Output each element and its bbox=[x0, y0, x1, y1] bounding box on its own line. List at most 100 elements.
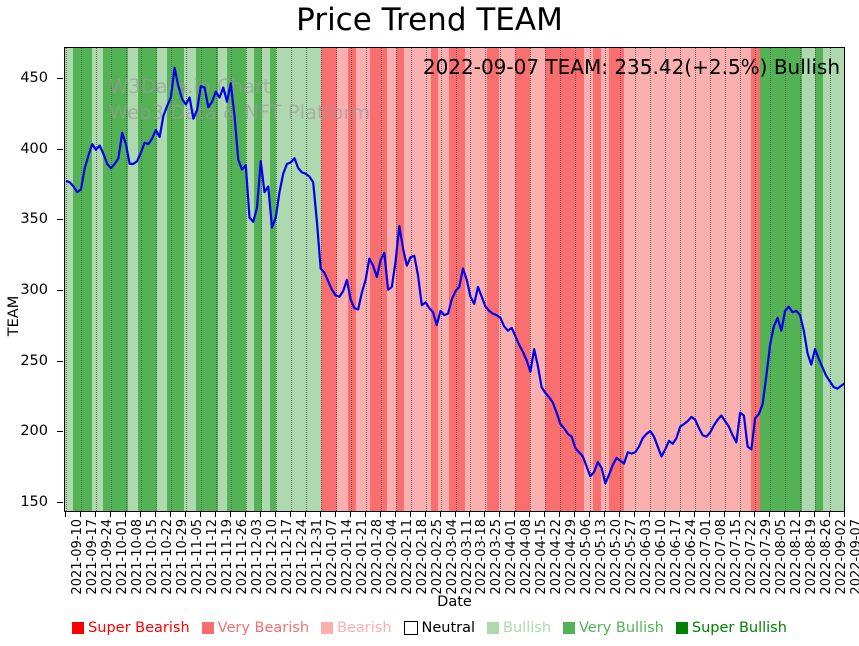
x-axis-tick-mark bbox=[589, 512, 591, 517]
sentiment-band bbox=[814, 48, 823, 511]
x-axis-tick-label: 2022-03-25 bbox=[489, 519, 505, 595]
x-axis-tick-mark bbox=[169, 512, 171, 517]
sentiment-band bbox=[760, 48, 803, 511]
grid-line bbox=[215, 48, 217, 511]
sentiment-band bbox=[464, 48, 487, 511]
x-axis-tick-label: 2022-01-28 bbox=[369, 519, 385, 595]
legend-item[interactable]: Bullish bbox=[487, 620, 551, 636]
sentiment-band bbox=[157, 48, 168, 511]
grid-line bbox=[320, 48, 322, 511]
x-axis-tick-label: 2022-03-18 bbox=[474, 519, 490, 595]
sentiment-band bbox=[499, 48, 515, 511]
x-axis-tick-label: 2021-11-26 bbox=[234, 519, 250, 595]
x-axis-tick-mark bbox=[319, 512, 321, 517]
x-axis-tick-mark bbox=[634, 512, 636, 517]
x-axis-tick-label: 2022-02-11 bbox=[399, 519, 415, 595]
sentiment-band bbox=[802, 48, 815, 511]
grid-line bbox=[695, 48, 697, 511]
x-axis-tick-label: 2022-07-08 bbox=[714, 519, 730, 595]
grid-line bbox=[515, 48, 517, 511]
grid-line bbox=[395, 48, 397, 511]
x-axis-tick-label: 2021-09-17 bbox=[84, 519, 100, 595]
x-axis-tick-label: 2022-01-21 bbox=[354, 519, 370, 595]
x-axis-tick-label: 2022-08-26 bbox=[819, 519, 835, 595]
legend-item[interactable]: Very Bullish bbox=[563, 620, 664, 636]
legend-item[interactable]: Neutral bbox=[403, 620, 475, 636]
x-axis-tick-label: 2021-11-05 bbox=[189, 519, 205, 595]
x-axis-tick-label: 2021-10-01 bbox=[114, 519, 130, 595]
x-axis-tick-mark bbox=[529, 512, 531, 517]
x-axis-tick-mark bbox=[784, 512, 786, 517]
grid-line bbox=[680, 48, 682, 511]
grid-line bbox=[110, 48, 112, 511]
grid-line bbox=[260, 48, 262, 511]
legend-item[interactable]: Bearish bbox=[321, 620, 392, 636]
legend-item[interactable]: Very Bearish bbox=[201, 620, 310, 636]
y-axis-tick-label: 150 bbox=[20, 494, 48, 511]
x-axis-tick-mark bbox=[289, 512, 291, 517]
grid-line bbox=[800, 48, 802, 511]
x-axis-tick-mark bbox=[754, 512, 756, 517]
x-axis-tick-label: 2021-10-15 bbox=[144, 519, 160, 595]
y-axis-tick-mark bbox=[57, 360, 63, 362]
x-axis-tick-label: 2022-06-10 bbox=[654, 519, 670, 595]
grid-line bbox=[350, 48, 352, 511]
legend-label: Super Bearish bbox=[88, 620, 190, 636]
sentiment-band bbox=[91, 48, 104, 511]
x-axis: 2021-09-10 2021-09-17 2021-09-24 2021-10-01… bbox=[64, 512, 859, 612]
x-axis-tick-mark bbox=[769, 512, 771, 517]
grid-line bbox=[830, 48, 832, 511]
sentiment-band bbox=[103, 48, 129, 511]
x-axis-tick-mark bbox=[664, 512, 666, 517]
x-axis-tick-mark bbox=[394, 512, 396, 517]
grid-line bbox=[755, 48, 757, 511]
y-axis-tick-mark bbox=[57, 148, 63, 150]
sentiment-band bbox=[514, 48, 531, 511]
legend-label: Very Bearish bbox=[217, 620, 310, 636]
grid-line bbox=[230, 48, 232, 511]
y-axis-tick-label: 400 bbox=[20, 140, 48, 157]
last-value-annotation: 2022-09-07 TEAM: 235.42(+2.5%) Bullish bbox=[422, 55, 840, 79]
y-axis-tick-label: 300 bbox=[20, 282, 48, 299]
x-axis-tick-mark bbox=[844, 512, 845, 517]
grid-line bbox=[785, 48, 787, 511]
x-axis-tick-mark bbox=[439, 512, 441, 517]
x-axis-tick-label: 2022-08-05 bbox=[774, 519, 790, 595]
x-axis-tick-mark bbox=[499, 512, 501, 517]
x-axis-tick-label: 2022-02-25 bbox=[429, 519, 445, 595]
x-axis-tick-mark bbox=[334, 512, 336, 517]
x-axis-tick-label: 2022-07-22 bbox=[744, 519, 760, 595]
grid-line bbox=[66, 48, 67, 511]
y-axis-tick-label: 450 bbox=[20, 70, 48, 87]
sentiment-band bbox=[218, 48, 228, 511]
x-axis-tick-mark bbox=[829, 512, 831, 517]
x-axis-tick-mark bbox=[514, 512, 516, 517]
sentiment-band bbox=[396, 48, 404, 511]
x-axis-tick-label: 2021-12-10 bbox=[264, 519, 280, 595]
x-axis-tick-mark bbox=[244, 512, 246, 517]
x-axis-tick-label: 2021-12-03 bbox=[249, 519, 265, 595]
legend-item[interactable]: Super Bullish bbox=[675, 620, 787, 636]
x-axis-tick-mark bbox=[139, 512, 141, 517]
grid-line bbox=[710, 48, 712, 511]
sentiment-band bbox=[246, 48, 254, 511]
x-axis-tick-mark bbox=[379, 512, 381, 517]
x-axis-tick-label: 2022-03-04 bbox=[444, 519, 460, 595]
y-axis-tick-mark bbox=[57, 78, 63, 80]
grid-line bbox=[170, 48, 172, 511]
x-axis-tick-label: 2022-08-12 bbox=[789, 519, 805, 595]
x-axis-tick-label: 2021-10-29 bbox=[174, 519, 190, 595]
grid-line bbox=[590, 48, 592, 511]
x-axis-tick-mark bbox=[274, 512, 276, 517]
x-axis-tick-label: 2022-06-17 bbox=[669, 519, 685, 595]
y-axis-tick-label: 350 bbox=[20, 211, 48, 228]
x-axis-tick-label: 2022-06-24 bbox=[684, 519, 700, 595]
x-axis-tick-label: 2021-12-17 bbox=[279, 519, 295, 595]
x-axis-title: Date bbox=[437, 594, 472, 610]
sentiment-band bbox=[65, 48, 73, 511]
grid-line bbox=[245, 48, 247, 511]
legend-item[interactable]: Super Bearish bbox=[72, 620, 190, 636]
grid-line bbox=[200, 48, 202, 511]
sentiment-band bbox=[336, 48, 348, 511]
x-axis-tick-mark bbox=[469, 512, 471, 517]
